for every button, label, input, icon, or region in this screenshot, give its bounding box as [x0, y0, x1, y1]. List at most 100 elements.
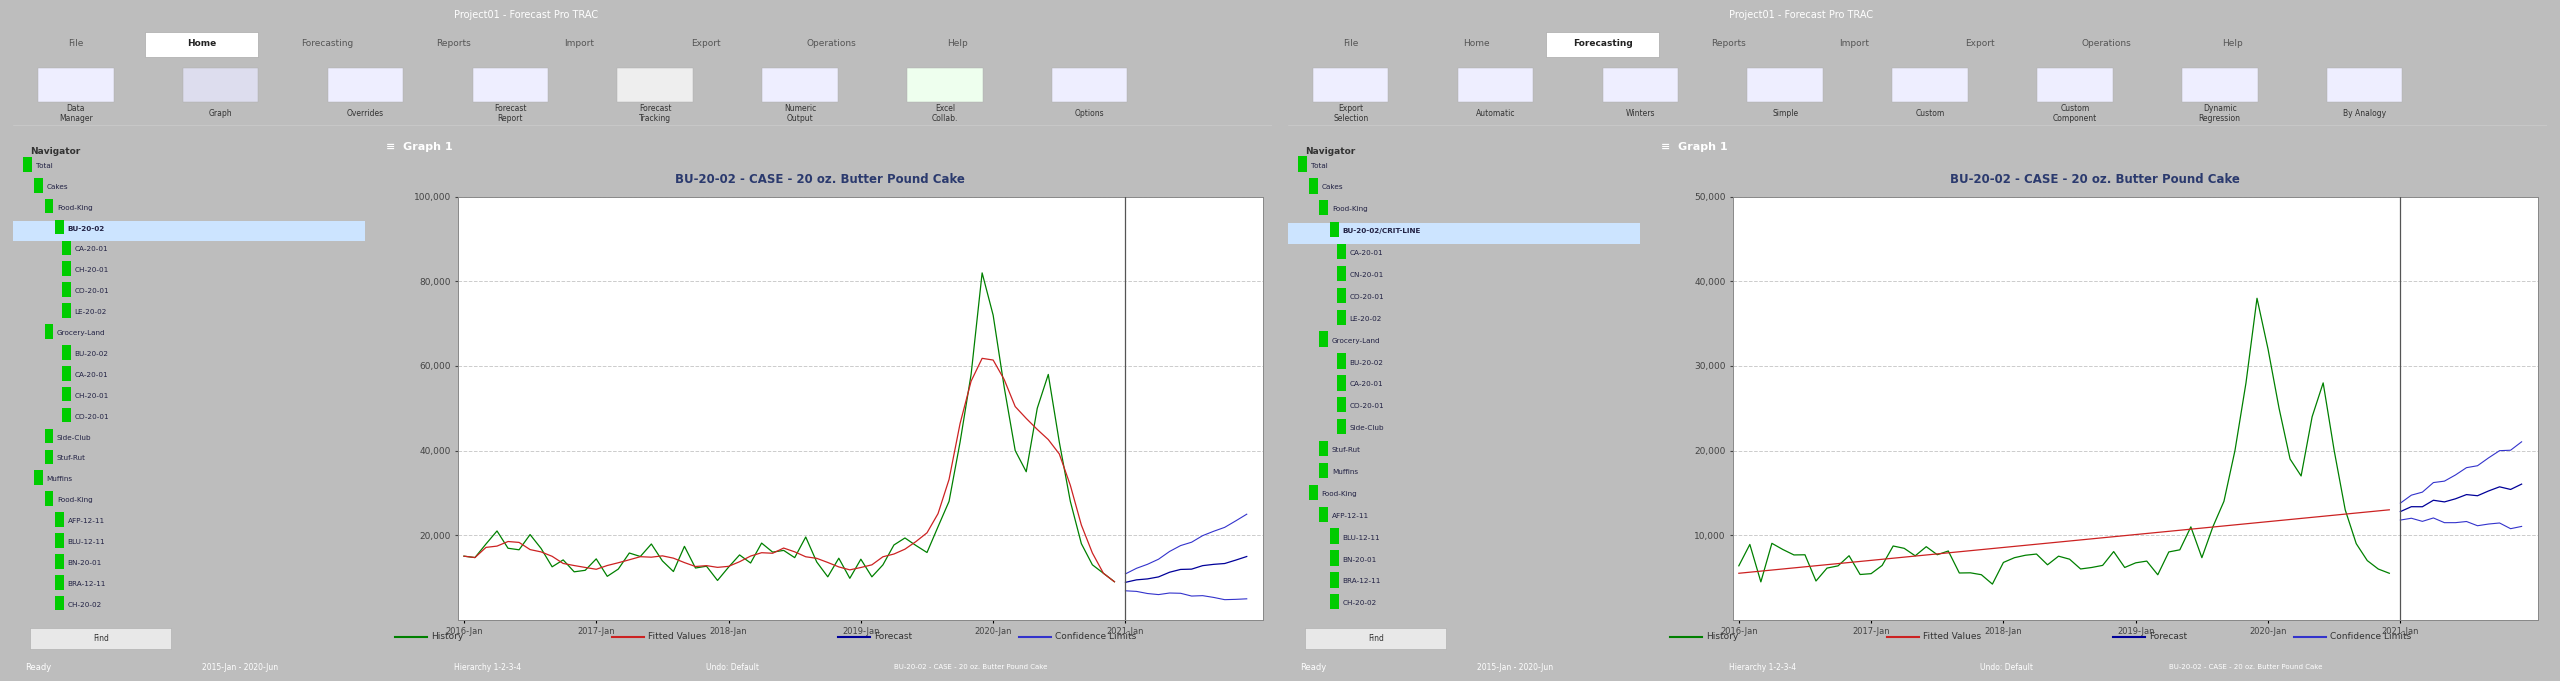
Text: History: History: [1705, 632, 1738, 642]
Text: Excel
Collab.: Excel Collab.: [932, 104, 957, 123]
Bar: [1308, 485, 1318, 500]
Bar: [56, 512, 64, 527]
Text: Confidence Limits: Confidence Limits: [2330, 632, 2412, 642]
Text: Operations: Operations: [2081, 39, 2132, 48]
Text: By Analogy: By Analogy: [2342, 109, 2386, 118]
Text: Muffins: Muffins: [1331, 469, 1357, 475]
Bar: [1331, 572, 1339, 588]
Bar: [61, 240, 72, 255]
Text: Import: Import: [566, 39, 594, 48]
Bar: [61, 366, 72, 381]
Bar: [906, 68, 983, 102]
Text: Hierarchy 1-2-3-4: Hierarchy 1-2-3-4: [453, 663, 520, 672]
Text: CH-20-01: CH-20-01: [74, 393, 108, 399]
Bar: [1298, 157, 1308, 172]
Text: Total: Total: [1311, 163, 1326, 169]
Text: CO-20-01: CO-20-01: [1349, 294, 1385, 300]
Text: AFP-12-11: AFP-12-11: [67, 518, 105, 524]
Text: Dynamic
Regression: Dynamic Regression: [2199, 104, 2240, 123]
Text: BRA-12-11: BRA-12-11: [67, 581, 105, 587]
Text: BU-20-02/CRIT-LINE: BU-20-02/CRIT-LINE: [1341, 228, 1421, 234]
Bar: [61, 303, 72, 318]
Text: BLU-12-11: BLU-12-11: [1341, 535, 1380, 541]
Text: Operations: Operations: [806, 39, 858, 48]
Bar: [1331, 528, 1339, 543]
Bar: [1308, 178, 1318, 193]
Text: BLU-12-11: BLU-12-11: [67, 539, 105, 545]
Text: Forecast: Forecast: [2150, 632, 2186, 642]
Text: Custom: Custom: [1915, 109, 1946, 118]
Bar: [1318, 441, 1329, 456]
Text: Graph: Graph: [210, 109, 233, 118]
Text: File: File: [69, 39, 84, 48]
Text: Forecast
Report: Forecast Report: [494, 104, 527, 123]
Text: Confidence Limits: Confidence Limits: [1055, 632, 1137, 642]
Text: Muffins: Muffins: [46, 476, 72, 482]
Bar: [1336, 244, 1347, 259]
Bar: [44, 428, 54, 443]
Bar: [1892, 68, 1969, 102]
Text: LE-20-02: LE-20-02: [74, 309, 108, 315]
Bar: [2181, 68, 2258, 102]
Text: Grocery-Land: Grocery-Land: [1331, 338, 1380, 344]
Text: BU-20-02 - CASE - 20 oz. Butter Pound Cake: BU-20-02 - CASE - 20 oz. Butter Pound Ca…: [2168, 665, 2322, 670]
Text: BU-20-02 - CASE - 20 oz. Butter Pound Cake: BU-20-02 - CASE - 20 oz. Butter Pound Ca…: [893, 665, 1047, 670]
Bar: [1318, 200, 1329, 215]
Bar: [474, 68, 548, 102]
Text: CA-20-01: CA-20-01: [74, 247, 108, 253]
Text: CA-20-01: CA-20-01: [1349, 381, 1382, 387]
Text: Find: Find: [1367, 633, 1385, 643]
Bar: [1748, 68, 1823, 102]
Bar: [23, 157, 33, 172]
Bar: [33, 471, 44, 485]
Bar: [1331, 550, 1339, 566]
Text: Export: Export: [691, 39, 719, 48]
Bar: [44, 449, 54, 464]
Text: Winters: Winters: [1626, 109, 1656, 118]
Text: Side-Club: Side-Club: [56, 434, 92, 441]
Bar: [56, 220, 64, 234]
Text: Export
Selection: Export Selection: [1334, 104, 1367, 123]
FancyBboxPatch shape: [1546, 32, 1659, 57]
Text: BN-20-01: BN-20-01: [1341, 556, 1377, 563]
Text: Food-King: Food-King: [56, 497, 92, 503]
Text: Forecast: Forecast: [876, 632, 911, 642]
Bar: [44, 491, 54, 506]
Bar: [31, 628, 172, 648]
Bar: [13, 221, 366, 241]
Text: ≡  Graph 1: ≡ Graph 1: [1661, 142, 1728, 152]
Bar: [1331, 222, 1339, 237]
Text: ≡  Graph 1: ≡ Graph 1: [387, 142, 453, 152]
Text: Undo: Default: Undo: Default: [707, 663, 758, 672]
Text: Project01 - Forecast Pro TRAC: Project01 - Forecast Pro TRAC: [453, 10, 596, 20]
Text: Forecasting: Forecasting: [1572, 39, 1633, 48]
Text: Data
Manager: Data Manager: [59, 104, 92, 123]
Bar: [44, 324, 54, 338]
Text: Cakes: Cakes: [46, 184, 69, 190]
Bar: [763, 68, 837, 102]
Text: Fitted Values: Fitted Values: [1923, 632, 1981, 642]
Text: AFP-12-11: AFP-12-11: [1331, 513, 1370, 519]
Text: Stuf-Rut: Stuf-Rut: [1331, 447, 1362, 453]
Bar: [2038, 68, 2112, 102]
Bar: [38, 68, 113, 102]
Text: Numeric
Output: Numeric Output: [783, 104, 817, 123]
Text: Reports: Reports: [1710, 39, 1746, 48]
Text: Stuf-Rut: Stuf-Rut: [56, 456, 87, 462]
Text: Home: Home: [187, 39, 218, 48]
Text: Help: Help: [947, 39, 968, 48]
Bar: [56, 554, 64, 569]
Text: BRA-12-11: BRA-12-11: [1341, 578, 1380, 584]
Bar: [1318, 507, 1329, 522]
Text: Automatic: Automatic: [1475, 109, 1516, 118]
Bar: [2327, 68, 2401, 102]
Text: Custom
Component: Custom Component: [2053, 104, 2097, 123]
Bar: [44, 199, 54, 213]
Bar: [61, 262, 72, 276]
Bar: [33, 178, 44, 193]
Bar: [1336, 287, 1347, 303]
Text: Food-King: Food-King: [1321, 491, 1357, 497]
Text: Help: Help: [2222, 39, 2243, 48]
Text: Export: Export: [1966, 39, 1994, 48]
Bar: [1318, 463, 1329, 478]
